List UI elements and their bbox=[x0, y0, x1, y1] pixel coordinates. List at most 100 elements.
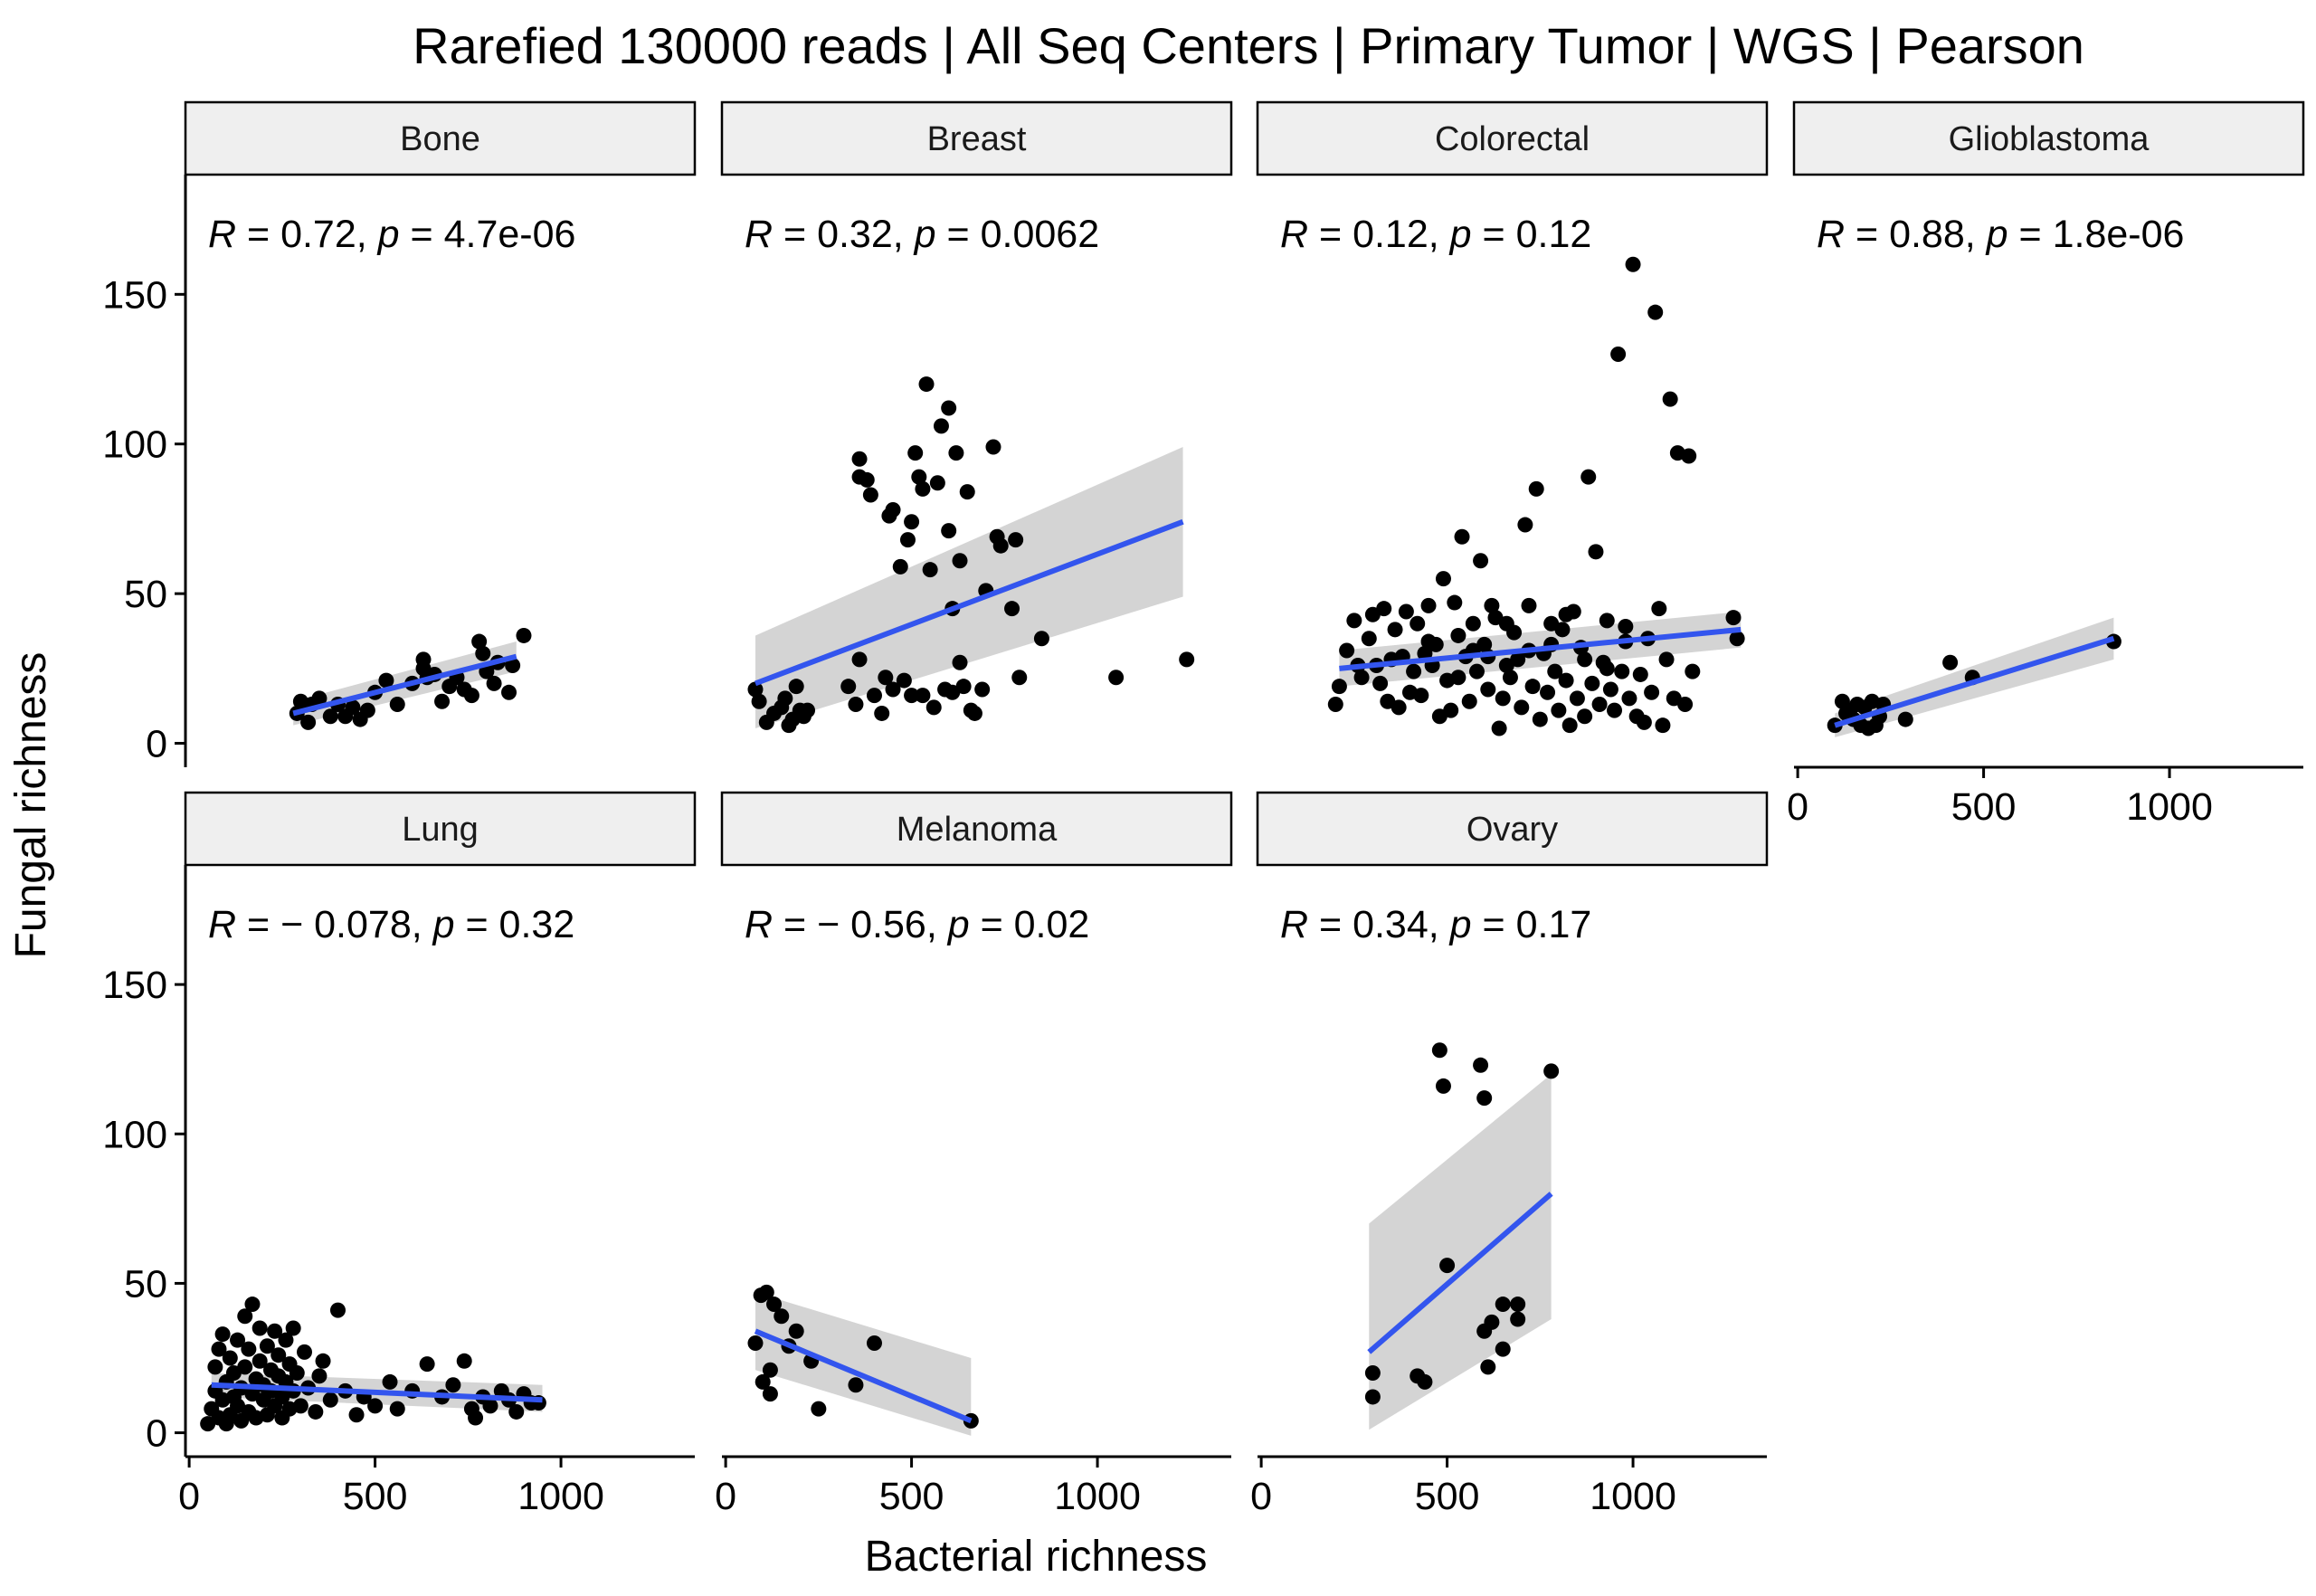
data-point-melanoma bbox=[762, 1362, 778, 1378]
confidence-band-ovary bbox=[1369, 1074, 1552, 1430]
data-point-breast bbox=[859, 471, 875, 488]
data-point-colorectal bbox=[1524, 679, 1541, 695]
data-point-colorectal bbox=[1618, 619, 1634, 635]
data-point-breast bbox=[892, 558, 908, 575]
data-point-lung bbox=[267, 1323, 283, 1339]
data-point-ovary bbox=[1543, 1063, 1560, 1079]
data-point-colorectal bbox=[1558, 606, 1574, 622]
data-point-breast bbox=[885, 502, 901, 518]
data-point-breast bbox=[800, 702, 816, 718]
data-point-colorectal bbox=[1391, 699, 1407, 716]
data-point-lung bbox=[348, 1407, 365, 1423]
data-point-colorectal bbox=[1410, 615, 1426, 632]
strip-label-ovary: Ovary bbox=[1466, 811, 1558, 849]
data-point-colorectal bbox=[1636, 714, 1652, 730]
data-point-colorectal bbox=[1580, 469, 1597, 485]
data-point-melanoma bbox=[811, 1401, 827, 1417]
data-point-breast bbox=[751, 693, 767, 709]
data-point-bone bbox=[501, 684, 517, 700]
data-point-melanoma bbox=[758, 1284, 774, 1300]
correlation-p-symbol: p bbox=[1985, 213, 2008, 256]
data-point-colorectal bbox=[1725, 610, 1742, 626]
strip-melanoma bbox=[720, 791, 1233, 867]
data-point-breast bbox=[907, 445, 924, 461]
data-point-lung bbox=[322, 1392, 338, 1408]
data-point-lung bbox=[285, 1320, 301, 1336]
data-point-colorectal bbox=[1540, 684, 1556, 700]
data-point-breast bbox=[777, 690, 793, 707]
data-point-breast bbox=[974, 681, 991, 698]
facet-panel-lung: Lung R = − 0.078, p = 0.32 0 50 100 150 0 500 10… bbox=[102, 791, 697, 1518]
data-point-colorectal bbox=[1495, 690, 1511, 707]
strip-label-melanoma: Melanoma bbox=[897, 811, 1058, 849]
data-point-lung bbox=[382, 1373, 398, 1390]
correlation-p-value: = 0.17 bbox=[1472, 903, 1592, 946]
data-point-bone bbox=[475, 645, 491, 661]
data-point-colorectal bbox=[1610, 346, 1627, 362]
data-point-colorectal bbox=[1685, 663, 1701, 679]
facet-panel-colorectal: Colorectal R = 0.12, p = 0.12 bbox=[1256, 100, 1769, 736]
data-point-lung bbox=[230, 1332, 246, 1348]
x-tick-label: 0 bbox=[715, 1475, 736, 1518]
data-point-breast bbox=[952, 553, 968, 569]
data-point-colorectal bbox=[1447, 594, 1463, 611]
correlation-p-symbol: p bbox=[432, 903, 455, 946]
data-point-breast bbox=[851, 651, 868, 668]
data-point-bone bbox=[359, 702, 375, 718]
facet-panel-breast: Breast R = 0.32, p = 0.0062 bbox=[720, 100, 1233, 734]
data-point-colorectal bbox=[1681, 448, 1697, 464]
data-point-colorectal bbox=[1577, 651, 1593, 668]
x-tick-label: 0 bbox=[1787, 785, 1808, 829]
data-point-breast bbox=[1108, 670, 1125, 686]
data-point-colorectal bbox=[1346, 613, 1362, 629]
data-point-breast bbox=[866, 688, 882, 704]
data-point-lung bbox=[308, 1403, 324, 1420]
correlation-label-lung: R = − 0.078, p = 0.32 bbox=[208, 903, 574, 946]
data-point-ovary bbox=[1439, 1258, 1456, 1274]
data-point-colorectal bbox=[1621, 690, 1637, 707]
data-point-colorectal bbox=[1450, 627, 1466, 643]
data-point-breast bbox=[915, 480, 931, 497]
data-point-colorectal bbox=[1602, 681, 1618, 698]
data-point-breast bbox=[899, 532, 916, 548]
data-point-colorectal bbox=[1372, 675, 1389, 691]
data-point-colorectal bbox=[1662, 391, 1678, 407]
data-point-breast bbox=[922, 562, 938, 578]
y-tick-label: 100 bbox=[102, 1113, 167, 1156]
data-point-glioblastoma bbox=[1942, 654, 1959, 670]
correlation-r-value: = − 0.56, bbox=[773, 903, 948, 946]
data-point-colorectal bbox=[1420, 633, 1437, 650]
data-point-breast bbox=[941, 523, 957, 539]
correlation-p-value: = 1.8e-06 bbox=[2008, 213, 2185, 256]
correlation-p-symbol: p bbox=[913, 213, 936, 256]
data-point-colorectal bbox=[1584, 675, 1600, 691]
data-point-lung bbox=[241, 1341, 257, 1357]
data-point-bone bbox=[389, 697, 405, 713]
data-point-bone bbox=[471, 633, 488, 650]
data-point-lung bbox=[419, 1356, 435, 1373]
data-point-lung bbox=[297, 1344, 313, 1360]
facet-panel-bone: Bone R = 0.72, p = 4.7e-06 0 50 100 150 bbox=[102, 100, 697, 767]
data-point-colorectal bbox=[1461, 693, 1477, 709]
correlation-p-value: = 4.7e-06 bbox=[400, 213, 576, 256]
correlation-label-ovary: R = 0.34, p = 0.17 bbox=[1280, 903, 1591, 946]
data-point-colorectal bbox=[1647, 304, 1664, 320]
data-point-bone bbox=[486, 675, 502, 691]
data-point-bone bbox=[345, 699, 361, 716]
data-point-colorectal bbox=[1502, 670, 1518, 686]
data-point-bone bbox=[434, 693, 451, 709]
correlation-p-symbol: p bbox=[946, 903, 970, 946]
data-point-melanoma bbox=[848, 1377, 864, 1393]
data-point-bone bbox=[378, 672, 394, 689]
data-point-ovary bbox=[1364, 1365, 1381, 1382]
data-point-breast bbox=[952, 654, 968, 670]
data-point-breast bbox=[966, 705, 982, 721]
data-point-ovary bbox=[1510, 1311, 1526, 1327]
strip-colorectal bbox=[1256, 100, 1769, 176]
data-point-melanoma bbox=[766, 1297, 783, 1313]
correlation-r-value: = − 0.078, bbox=[236, 903, 433, 946]
correlation-p-value: = 0.02 bbox=[970, 903, 1090, 946]
correlation-r-value: = 0.34, bbox=[1308, 903, 1450, 946]
data-point-lung bbox=[222, 1350, 238, 1366]
